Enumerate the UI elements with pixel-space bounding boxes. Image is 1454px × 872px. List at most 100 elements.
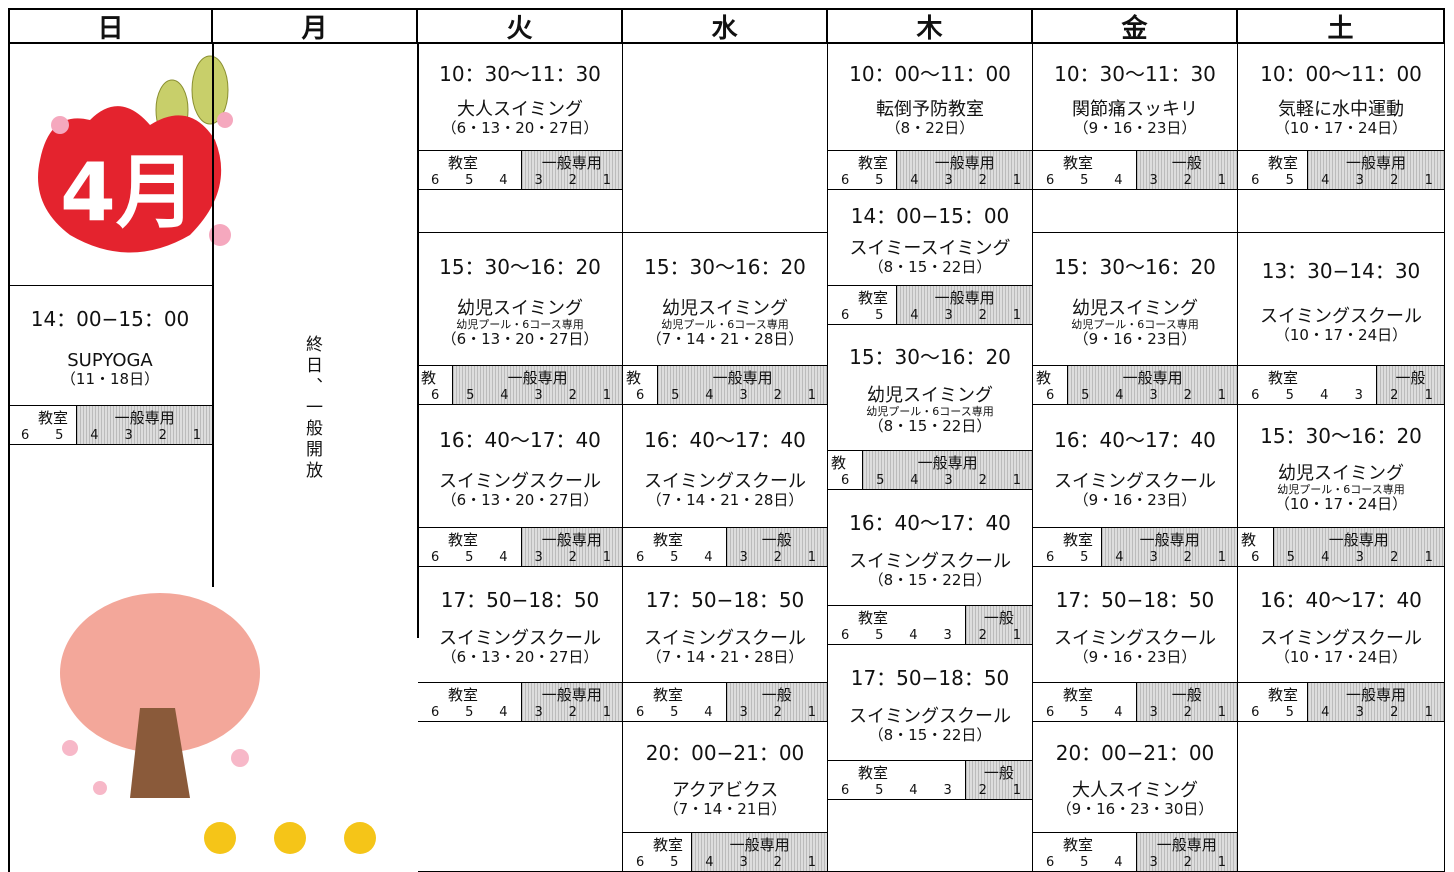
lane-number: 5	[1080, 855, 1089, 870]
lane-number: 5	[1285, 388, 1294, 403]
lane-bar: 一般 2 1 教室 6 5 4 3	[1238, 365, 1444, 404]
session-name: 幼児スイミング	[1277, 463, 1404, 484]
lane-number: 6	[635, 705, 645, 720]
session-time: 10：30〜11：30	[439, 61, 601, 86]
session-title: 気軽に水中運動 （10・17・24日）	[1275, 100, 1407, 137]
session-name: 幼児スイミング	[866, 385, 993, 406]
lane-number: 4	[500, 388, 509, 403]
general-lanes: 一般専用 5 4 3 2 1	[1067, 366, 1237, 404]
day-header: 土	[1238, 8, 1445, 44]
session-name: スイミングスクール	[644, 471, 806, 492]
general-label: 一般専用	[1328, 531, 1389, 549]
session-title: スイミングスクール （6・13・20・27日）	[439, 629, 601, 666]
general-label: 一般	[1395, 369, 1426, 387]
session-block: 15：30〜16：20 幼児スイミング 幼児プール・6コース専用 （8・15・22日）…	[828, 325, 1033, 490]
session-block: 16：40〜17：40 スイミングスクール （6・13・20・27日） 一般専用 3 2 1…	[418, 405, 623, 567]
lane-number: 1	[1012, 173, 1022, 188]
session-block: 13：30−14：30 スイミングスクール （10・17・24日） 一般 2 1 教室 6 5 4…	[1238, 233, 1445, 405]
lane-number: 2	[1390, 705, 1399, 720]
class-label: 教室	[448, 154, 479, 172]
lane-bar: 一般専用 3 2 1 教室 6 5 4	[418, 527, 622, 566]
lane-number: 2	[773, 855, 782, 870]
class-label: 教	[831, 454, 847, 472]
lane-number: 3	[1355, 173, 1364, 188]
lane-bar: 一般専用 4 3 2 1 教室 6 5	[1033, 527, 1237, 566]
session-text: 13：30−14：30 スイミングスクール （10・17・24日）	[1238, 233, 1444, 366]
lane-number: 2	[773, 550, 782, 565]
lane-number: 3	[534, 550, 543, 565]
session-name: 幼児スイミング	[1071, 297, 1198, 319]
session-text: 17：50−18：50 スイミングスクール （6・13・20・27日）	[418, 567, 622, 683]
session-time: 16：40〜17：40	[849, 510, 1011, 535]
general-lanes: 一般専用 5 4 3 2 1	[1272, 528, 1444, 566]
lane-number: 4	[910, 308, 919, 323]
monday-note: 終日、一般開放	[302, 335, 322, 482]
lane-number: 4	[1321, 550, 1330, 565]
session-title: スイミングスクール （9・16・23日）	[1054, 629, 1216, 666]
session-title: スイミングスクール （10・17・24日）	[1260, 629, 1422, 666]
lane-bar: 一般 3 2 1 教室 6 5 4	[1033, 150, 1237, 189]
session-time: 16：40〜17：40	[1260, 587, 1422, 612]
general-label: 一般専用	[934, 154, 995, 172]
class-label: 教	[1036, 369, 1052, 387]
session-name: スイミングスクール	[849, 706, 1011, 728]
session-block: 16：40〜17：40 スイミングスクール （10・17・24日） 一般専用 4 3 2 1 教…	[1238, 567, 1445, 722]
class-label: 教室	[1268, 369, 1299, 387]
lane-bar: 一般専用 5 4 3 2 1 教 6	[418, 365, 622, 404]
session-time: 14：00−15：00	[850, 204, 1010, 228]
session-time: 20：00−21：00	[1055, 741, 1215, 765]
general-label: 一般専用	[1345, 154, 1406, 172]
lane-number: 6	[430, 550, 440, 565]
session-time: 15：30〜16：20	[849, 345, 1011, 369]
session-title: スイミングスクール （8・15・22日）	[849, 707, 1011, 744]
lane-number: 5	[465, 550, 474, 565]
general-lanes: 一般専用 4 3 2 1	[896, 286, 1032, 324]
session-dates: （9・16・23・30日）	[1056, 800, 1214, 818]
lane-number: 4	[705, 855, 714, 870]
lane-number: 1	[1217, 550, 1227, 565]
lane-number: 1	[807, 550, 817, 565]
lane-number: 2	[978, 628, 987, 643]
session-block: 10：00〜11：00 気軽に水中運動 （10・17・24日） 一般専用 4 3 2 1 教室 6…	[1238, 44, 1445, 190]
lane-number: 6	[1251, 173, 1260, 188]
lane-bar: 一般専用 5 4 3 2 1 教 6	[623, 365, 827, 404]
lane-bar: 一般専用 4 3 2 1 教室 6 5	[8, 405, 212, 444]
general-lanes: 一般 3 2 1	[725, 683, 827, 721]
lane-bar: 一般専用 4 3 2 1 教室 6 5	[828, 150, 1032, 189]
lane-number: 6	[840, 783, 850, 798]
session-name: 気軽に水中運動	[1277, 99, 1404, 121]
session-note: 幼児プール・6コース専用	[661, 317, 789, 331]
lane-number: 4	[1115, 550, 1124, 565]
lane-number: 2	[1390, 173, 1399, 188]
lane-number: 5	[671, 388, 680, 403]
lane-number: 1	[1012, 473, 1022, 488]
session-time: 16：40〜17：40	[439, 428, 601, 452]
lane-number: 3	[1149, 388, 1158, 403]
lane-bar: 一般専用 4 3 2 1 教室 6 5	[623, 832, 827, 871]
month-badge: 4月	[38, 55, 233, 253]
session-note: 幼児プール・6コース専用	[456, 317, 584, 331]
lane-number: 1	[1217, 388, 1227, 403]
lane-number: 1	[1217, 173, 1227, 188]
lane-number: 6	[1045, 173, 1055, 188]
sunday-border	[8, 44, 213, 872]
general-label: 一般	[983, 764, 1014, 782]
lane-number: 3	[1149, 173, 1158, 188]
session-block: 16：40〜17：40 スイミングスクール （7・14・21・28日） 一般 3 2 1 教室…	[623, 405, 828, 567]
general-lanes: 一般専用 4 3 2 1	[691, 833, 827, 871]
lane-number: 4	[1114, 705, 1123, 720]
lane-number: 5	[670, 550, 679, 565]
class-label: 教室	[38, 409, 69, 427]
lane-number: 6	[1045, 388, 1055, 403]
session-title: アクアビクス （7・14・21日）	[664, 781, 787, 818]
lane-number: 3	[124, 428, 133, 443]
session-title: 幼児スイミング 幼児プール・6コース専用 （8・15・22日）	[866, 386, 993, 435]
lane-number: 5	[1080, 173, 1089, 188]
lane-number: 2	[1183, 855, 1192, 870]
session-name: スイミースイミング	[849, 238, 1011, 259]
session-name: スイミングスクール	[644, 628, 806, 650]
lane-number: 6	[840, 628, 850, 643]
general-label: 一般	[1171, 154, 1202, 172]
lane-number: 2	[568, 388, 577, 403]
